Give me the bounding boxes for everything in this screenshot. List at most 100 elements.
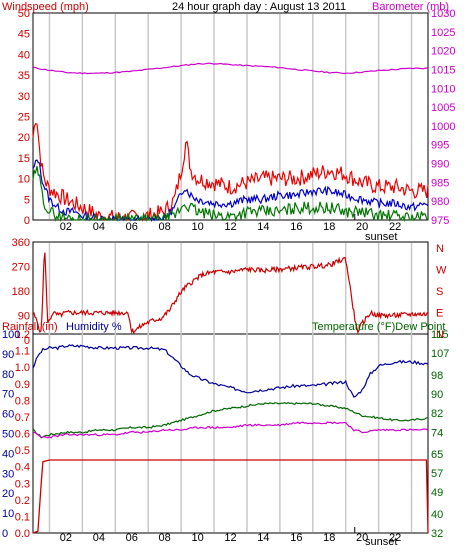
barometer-tick-label: 1025: [431, 27, 455, 39]
humidity-axis-title: Humidity %: [66, 321, 122, 333]
windspeed-tick-label: 35: [18, 70, 30, 82]
time-tick-label: 14: [257, 532, 269, 544]
temperature-tick-label: 74: [431, 427, 443, 439]
rainfall-tick-label: 0.0: [15, 528, 30, 540]
humidity-tick-label: 60: [2, 409, 14, 421]
direction-tick-label: 360: [12, 237, 30, 249]
time-tick-label: 12: [224, 532, 236, 544]
time-tick-label: 06: [126, 221, 138, 233]
rainfall-tick-label: 1.2: [15, 329, 30, 341]
compass-tick-label: S: [436, 286, 443, 298]
barometer-tick-label: 980: [431, 196, 449, 208]
humidity-tick-label: 50: [2, 429, 14, 441]
rainfall-tick-label: 0.5: [15, 445, 30, 457]
compass-tick-label: W: [436, 265, 447, 277]
barometer-axis-title: Barometer (mb): [372, 1, 449, 13]
windspeed-tick-label: 10: [18, 174, 30, 186]
time-tick-label: 08: [159, 532, 171, 544]
graph-title: 24 hour graph day : August 13 2011: [172, 1, 346, 13]
temperature-tick-label: 90: [431, 389, 443, 401]
windspeed-tick-label: 45: [18, 29, 30, 41]
barometer-tick-label: 975: [431, 215, 449, 227]
direction-tick-label: 270: [12, 262, 30, 274]
humidity-tick-label: 90: [2, 349, 14, 361]
temperature-axis-title: Temperature (°F)Dew Point: [312, 321, 445, 333]
rainfall-line: [32, 459, 429, 534]
wind-direction-line: [32, 252, 429, 335]
time-tick-label: 12: [224, 221, 236, 233]
humidity-tick-label: 40: [2, 448, 14, 460]
windspeed-tick-label: 40: [18, 49, 30, 61]
windspeed-tick-label: 50: [18, 8, 30, 20]
humidity-tick-label: 20: [2, 488, 14, 500]
windspeed-tick-label: 5: [24, 194, 30, 206]
temperature-line: [32, 401, 428, 439]
time-tick-label: 22: [389, 532, 401, 544]
barometer-tick-label: 1030: [431, 8, 455, 20]
direction-tick-label: 180: [12, 286, 30, 298]
time-tick-label: 20: [356, 532, 368, 544]
wind-gust-line: [32, 122, 429, 223]
windspeed-tick-label: 15: [18, 153, 30, 165]
time-tick-label: 08: [159, 221, 171, 233]
rainfall-tick-label: 0.9: [15, 379, 30, 391]
time-tick-label: 16: [290, 532, 302, 544]
rainfall-tick-label: 0.6: [15, 429, 30, 441]
barometer-tick-label: 985: [431, 177, 449, 189]
humidity-tick-label: 10: [2, 508, 14, 520]
time-tick-label: 06: [126, 532, 138, 544]
sunset-label-rain: sunset: [365, 536, 397, 548]
compass-tick-label: E: [436, 308, 443, 320]
barometer-tick-label: 1015: [431, 64, 455, 76]
time-tick-label: 22: [389, 221, 401, 233]
barometer-tick-label: 995: [431, 140, 449, 152]
direction-panel-frame: [32, 241, 429, 341]
rainfall-axis-title: Rainfall (in): [2, 321, 58, 333]
rainfall-tick-label: 0.1: [15, 511, 30, 523]
barometer-tick-label: 990: [431, 159, 449, 171]
rainfall-tick-label: 1.1: [15, 346, 30, 358]
temperature-tick-label: 65: [431, 449, 443, 461]
time-tick-label: 18: [323, 221, 335, 233]
wind-axis-title: Windspeed (mph): [2, 1, 89, 13]
temperature-tick-label: 82: [431, 408, 443, 420]
sunset-label-wind: sunset: [365, 231, 397, 243]
barometer-tick-label: 1000: [431, 121, 455, 133]
humidity-tick-label: 70: [2, 389, 14, 401]
time-tick-label: 20: [356, 221, 368, 233]
time-tick-label: 04: [93, 221, 105, 233]
temperature-tick-label: 40: [431, 509, 443, 521]
dewpoint-line: [32, 421, 429, 439]
humidity-tick-label: 80: [2, 369, 14, 381]
rainfall-tick-label: 0.2: [15, 495, 30, 507]
humidity-tick-label: 30: [2, 468, 14, 480]
time-tick-label: 02: [60, 221, 72, 233]
compass-tick-label: N: [436, 329, 444, 341]
rainfall-tick-label: 0.7: [15, 412, 30, 424]
rainfall-tick-label: 0.3: [15, 478, 30, 490]
rainfall-tick-label: 0.4: [15, 462, 30, 474]
temperature-tick-label: 57: [431, 468, 443, 480]
humidity-tick-label: 0: [2, 528, 8, 540]
barometer-tick-label: 1020: [431, 46, 455, 58]
humidity-line: [32, 344, 429, 398]
barometer-line: [32, 62, 429, 75]
temperature-tick-label: 32: [431, 528, 443, 540]
barometer-tick-label: 1010: [431, 83, 455, 95]
barometer-tick-label: 1005: [431, 102, 455, 114]
time-tick-label: 10: [191, 532, 203, 544]
temperature-tick-label: 115: [431, 329, 449, 341]
time-tick-label: 10: [191, 221, 203, 233]
direction-tick-label: 0: [24, 335, 30, 347]
time-tick-label: 18: [323, 532, 335, 544]
temperature-tick-label: 98: [431, 370, 443, 382]
temperature-tick-label: 107: [431, 348, 449, 360]
wind-low-line: [32, 165, 429, 223]
rainfall-tick-label: 0.8: [15, 395, 30, 407]
rain-panel-frame: [32, 333, 429, 534]
windspeed-tick-label: 30: [18, 91, 30, 103]
windspeed-tick-label: 20: [18, 132, 30, 144]
windspeed-tick-label: 0: [24, 215, 30, 227]
time-tick-label: 14: [257, 221, 269, 233]
temperature-tick-label: 49: [431, 487, 443, 499]
